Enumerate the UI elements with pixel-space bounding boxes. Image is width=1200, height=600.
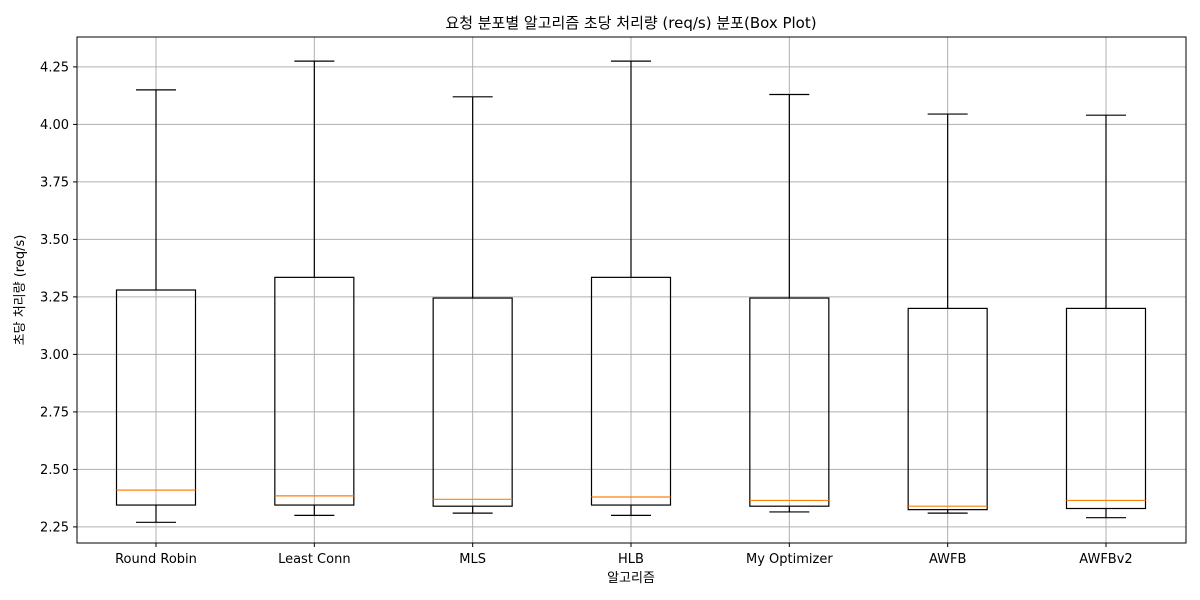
box-group: [274, 60, 355, 517]
y-axis-label: 초당 처리량 (req/s): [13, 235, 28, 346]
x-tick-label: AWFB: [929, 552, 966, 567]
y-tick-label: 2.75: [40, 405, 69, 420]
box-group: [590, 60, 672, 517]
box-body: [590, 276, 672, 506]
x-tick-label: AWFBv2: [1079, 552, 1132, 567]
tick-layer: 2.25 2.50 2.75 3.00 3.25 3.50 3.75 4.00 4.25 Roun…: [40, 60, 1133, 567]
y-tick-label: 2.25: [40, 520, 69, 535]
box-body: [432, 297, 513, 507]
box-body: [1065, 307, 1147, 510]
x-tick-label: Least Conn: [278, 552, 351, 567]
y-tick-label: 3.75: [40, 175, 69, 190]
box-group: [749, 93, 830, 513]
y-tick-label: 2.50: [40, 463, 69, 478]
box-group: [1065, 114, 1147, 519]
y-tick-label: 4.25: [40, 60, 69, 75]
x-tick-label: Round Robin: [115, 552, 197, 567]
box-layer: [115, 60, 1147, 523]
box-body: [907, 307, 988, 511]
box-body: [749, 297, 830, 507]
chart-title: 요청 분포별 알고리즘 초당 처리량 (req/s) 분포(Box Plot): [445, 14, 816, 32]
y-tick-label: 4.00: [40, 118, 69, 133]
box-body: [115, 289, 197, 506]
x-tick-label: My Optimizer: [746, 552, 833, 567]
x-tick-label: HLB: [618, 552, 644, 567]
box-group: [907, 113, 988, 514]
y-tick-label: 3.50: [40, 233, 69, 248]
y-tick-label: 3.00: [40, 348, 69, 363]
y-tick-label: 3.25: [40, 290, 69, 305]
x-axis-label: 알고리즘: [607, 571, 655, 586]
box-group: [432, 96, 513, 514]
box-body: [274, 276, 355, 506]
box-group: [115, 89, 197, 523]
x-tick-label: MLS: [459, 552, 486, 567]
